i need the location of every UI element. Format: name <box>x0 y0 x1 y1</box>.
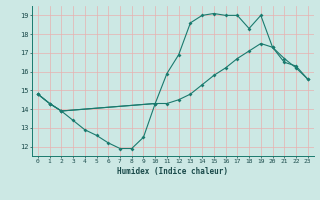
X-axis label: Humidex (Indice chaleur): Humidex (Indice chaleur) <box>117 167 228 176</box>
